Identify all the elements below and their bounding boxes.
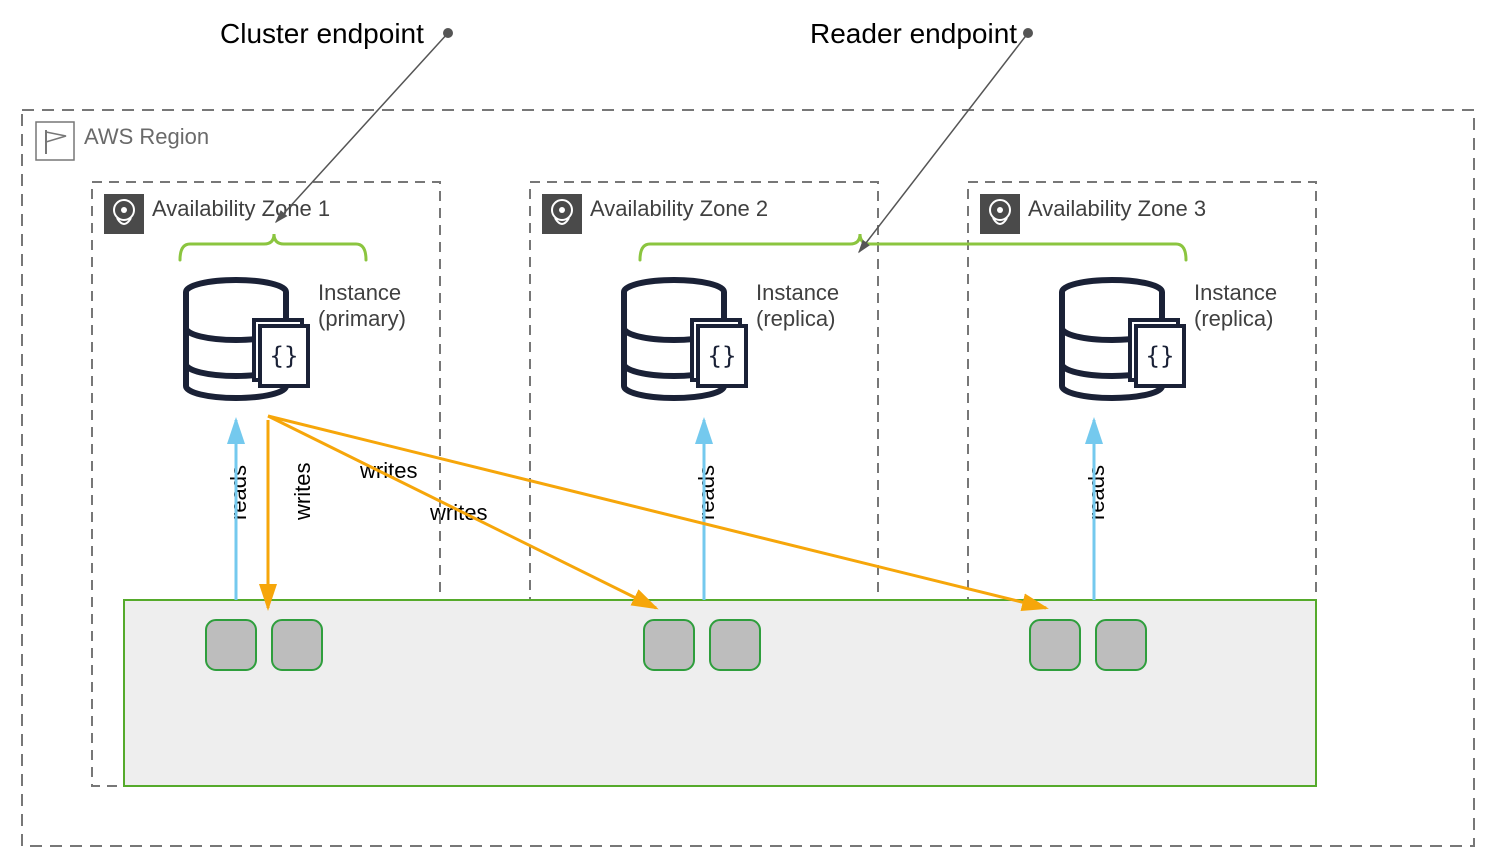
svg-text:{}: {}: [708, 342, 737, 370]
svg-text:{}: {}: [270, 342, 299, 370]
svg-text:{}: {}: [1146, 342, 1175, 370]
svg-layer: {} {} {}: [0, 0, 1487, 864]
diagram-canvas: Cluster endpoint Reader endpoint AWS Reg…: [0, 0, 1487, 864]
